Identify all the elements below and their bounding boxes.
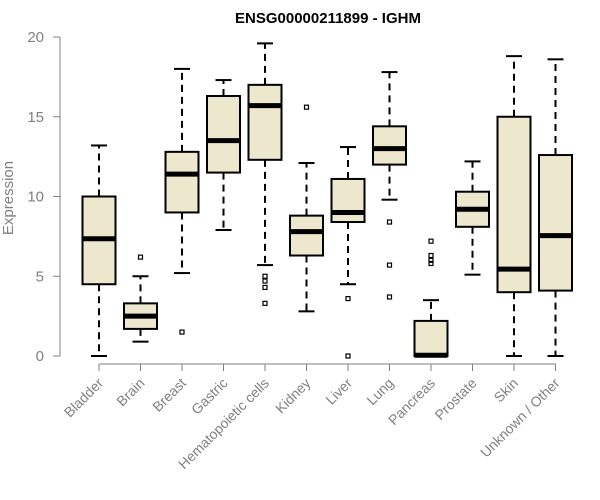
y-tick-label: 20 bbox=[27, 29, 44, 46]
x-tick-label: Skin bbox=[491, 375, 522, 406]
box-group bbox=[538, 58, 573, 357]
box-group bbox=[123, 254, 158, 343]
box-group bbox=[496, 55, 532, 357]
y-axis: 0 5 10 15 20 bbox=[27, 29, 61, 365]
iqr-box bbox=[247, 83, 283, 161]
y-tick-label: 0 bbox=[36, 348, 44, 365]
iqr-box bbox=[538, 154, 573, 292]
boxes bbox=[81, 42, 573, 359]
outlier-point bbox=[262, 273, 268, 279]
x-tick-label: Lung bbox=[363, 375, 396, 408]
box-group bbox=[413, 238, 449, 358]
box-group bbox=[164, 67, 200, 335]
x-tick-label: Liver bbox=[322, 375, 355, 408]
outlier-point bbox=[428, 260, 434, 267]
outlier-point bbox=[345, 353, 351, 359]
y-axis-label: Expression bbox=[0, 161, 17, 235]
outlier-point bbox=[262, 284, 268, 291]
chart-title: ENSG00000211899 - IGHM bbox=[235, 10, 421, 27]
outlier-point bbox=[262, 278, 268, 284]
iqr-box bbox=[413, 319, 449, 358]
y-tick-label: 5 bbox=[36, 268, 44, 285]
iqr-box bbox=[496, 115, 532, 294]
outlier-point bbox=[262, 300, 268, 306]
iqr-box bbox=[330, 177, 366, 224]
box-group bbox=[247, 42, 283, 306]
box-group bbox=[455, 160, 490, 276]
outlier-point bbox=[345, 295, 351, 302]
outlier-point bbox=[428, 252, 434, 259]
iqr-box bbox=[164, 150, 200, 214]
x-tick-label: Brain bbox=[113, 375, 147, 409]
box-group bbox=[330, 146, 366, 359]
outlier-point bbox=[179, 329, 185, 335]
outlier-point bbox=[137, 254, 144, 260]
box-group bbox=[81, 144, 117, 357]
x-tick-label: Breast bbox=[149, 375, 189, 415]
x-tick-label: Bladder bbox=[61, 375, 107, 421]
outlier-point bbox=[386, 219, 393, 225]
x-tick-label: Kidney bbox=[272, 375, 314, 417]
box-group bbox=[206, 79, 241, 231]
outlier-point bbox=[386, 262, 393, 268]
outlier-point bbox=[428, 257, 434, 263]
iqr-box bbox=[372, 125, 407, 166]
y-tick-label: 15 bbox=[27, 109, 44, 126]
x-tick-label: Unknown / Other bbox=[477, 375, 563, 461]
iqr-box bbox=[289, 214, 324, 257]
outlier-point bbox=[303, 104, 310, 110]
x-tick-label: Prostate bbox=[431, 375, 479, 423]
y-tick-label: 10 bbox=[27, 189, 44, 206]
outlier-point bbox=[386, 294, 393, 300]
iqr-box bbox=[206, 95, 241, 174]
outlier-point bbox=[428, 238, 434, 244]
box-group bbox=[372, 71, 407, 300]
box-group bbox=[289, 104, 324, 313]
